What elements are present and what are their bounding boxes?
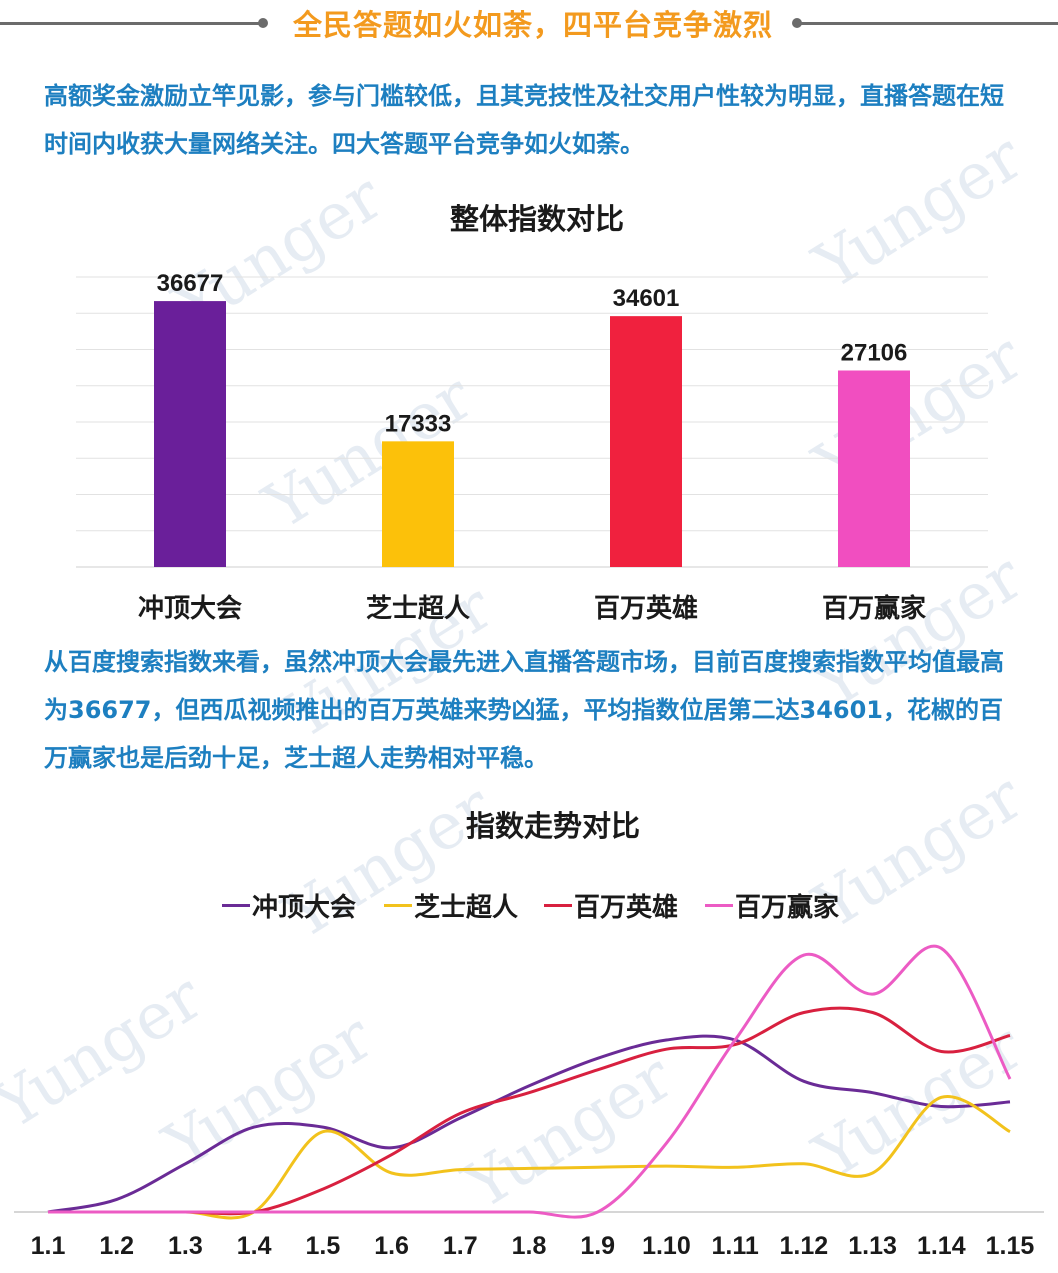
bar [838, 370, 910, 567]
line-chart-title: 指数走势对比 [465, 809, 640, 843]
x-tick-label: 1.1 [31, 1232, 66, 1260]
bar-chart-title: 整体指数对比 [449, 202, 624, 236]
legend-label: 冲顶大会 [252, 893, 357, 923]
data-label: 17333 [385, 410, 452, 437]
category-label: 芝士超人 [366, 594, 470, 624]
bar [610, 316, 682, 567]
x-tick-label: 1.15 [986, 1232, 1035, 1260]
legend-swatch [705, 904, 733, 907]
header-dot-right [792, 18, 802, 28]
legend-swatch [222, 904, 250, 907]
bar [382, 441, 454, 567]
x-tick-label: 1.10 [642, 1232, 691, 1260]
data-label: 36677 [157, 270, 224, 297]
header-rule-left [0, 22, 262, 25]
x-tick-label: 1.7 [443, 1232, 478, 1260]
series-line-4 [48, 944, 1012, 1219]
legend-label: 百万英雄 [574, 893, 679, 923]
series-line-3 [48, 1006, 1011, 1216]
header-dot-left [258, 18, 268, 28]
category-label: 百万赢家 [822, 593, 926, 624]
analysis-paragraph: 从百度搜索指数来看，虽然冲顶大会最先进入直播答题市场，目前百度搜索指数平均值最高… [44, 648, 1004, 772]
x-tick-label: 1.11 [712, 1232, 759, 1260]
bar-chart: 36677 冲顶大会 17333 芝士超人 34601 百万英雄 27106 百万赢家 [76, 270, 988, 624]
x-tick-label: 1.8 [512, 1232, 547, 1260]
x-tick-label: 1.6 [374, 1232, 409, 1260]
data-label: 27106 [841, 339, 908, 366]
x-tick-label: 1.9 [580, 1232, 615, 1260]
legend-swatch [544, 904, 572, 907]
series-line-2 [48, 1094, 1011, 1220]
x-tick-label: 1.5 [305, 1232, 340, 1260]
intro-paragraph: 高额奖金激励立竿见影，参与门槛较低，且其竞技性及社交用户性较为明显，直播答题在短… [44, 82, 1004, 158]
category-label: 冲顶大会 [138, 594, 242, 624]
legend-label: 芝士超人 [414, 893, 519, 923]
header-title: 全民答题如火如荼，四平台竞争激烈 [292, 8, 773, 42]
category-label: 百万英雄 [594, 594, 698, 624]
legend-swatch [384, 904, 412, 907]
section-header: 全民答题如火如荼，四平台竞争激烈 [0, 0, 1058, 48]
x-tick-label: 1.2 [99, 1232, 134, 1260]
series-line-1 [47, 1034, 1011, 1214]
x-tick-label: 1.14 [917, 1232, 966, 1260]
legend-label: 百万赢家 [735, 893, 840, 923]
x-tick-label: 1.13 [848, 1232, 897, 1260]
x-tick-label: 1.12 [780, 1232, 829, 1260]
x-tick-label: 1.4 [237, 1232, 272, 1260]
line-chart-legend: 冲顶大会 芝士超人 百万英雄 百万赢家 [0, 885, 1058, 925]
data-label: 34601 [613, 285, 680, 312]
header-rule-right [798, 22, 1058, 25]
bar [154, 301, 226, 567]
x-tick-label: 1.3 [168, 1232, 203, 1260]
